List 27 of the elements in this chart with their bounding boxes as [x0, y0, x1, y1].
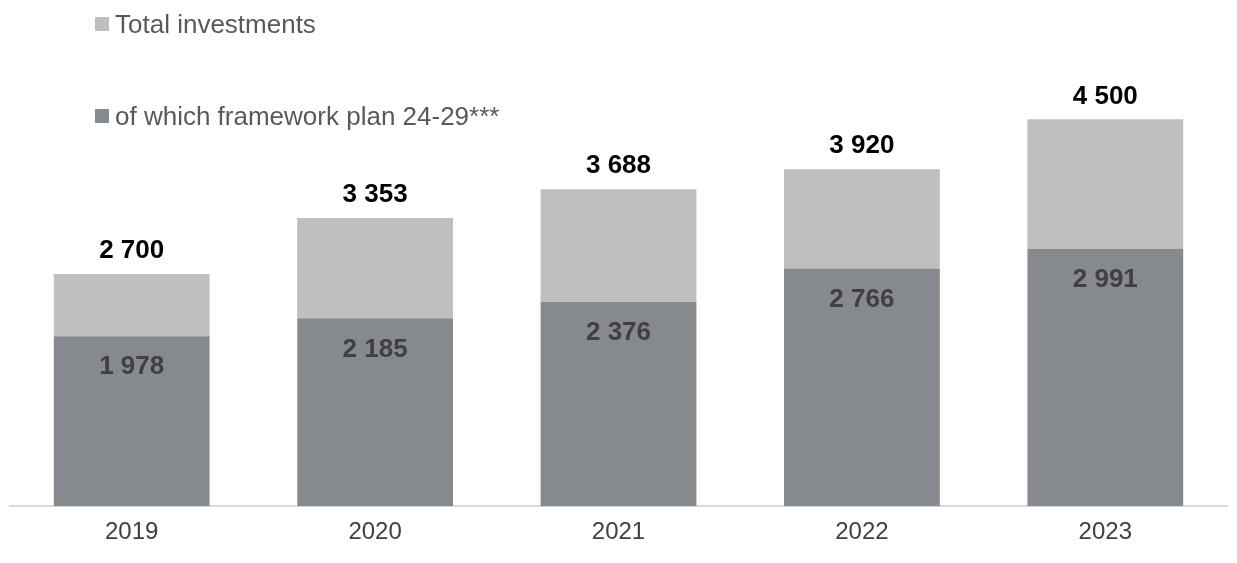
total-label: 4 500: [1072, 79, 1138, 110]
x-tick-label: 2020: [348, 517, 402, 545]
bar: [53, 336, 210, 507]
bar: [540, 301, 697, 507]
x-tick-label: 2021: [591, 517, 646, 545]
legend-label: of which framework plan 24-29***: [115, 100, 500, 132]
data-label: 1 978: [99, 350, 165, 381]
bar: [784, 268, 940, 507]
bar: [53, 274, 210, 337]
total-label: 3 688: [585, 149, 652, 180]
x-tick-label: 2022: [835, 517, 889, 545]
bar: [784, 169, 940, 269]
total-label: 2 700: [99, 234, 165, 265]
bar: [540, 189, 697, 302]
x-tick-label: 2023: [1078, 517, 1132, 545]
data-label: 2 991: [1072, 263, 1138, 294]
x-tick-label: 2019: [105, 517, 159, 545]
bar: [297, 217, 453, 319]
legend-label: Total investments: [115, 8, 316, 40]
total-label: 3 353: [342, 178, 408, 209]
bar: [1027, 249, 1184, 507]
bar: [297, 318, 453, 507]
data-label: 2 766: [829, 282, 895, 313]
data-label: 2 185: [342, 332, 408, 363]
data-label: 2 376: [585, 316, 652, 347]
total-label: 3 920: [829, 129, 895, 160]
bar: [1027, 119, 1184, 250]
